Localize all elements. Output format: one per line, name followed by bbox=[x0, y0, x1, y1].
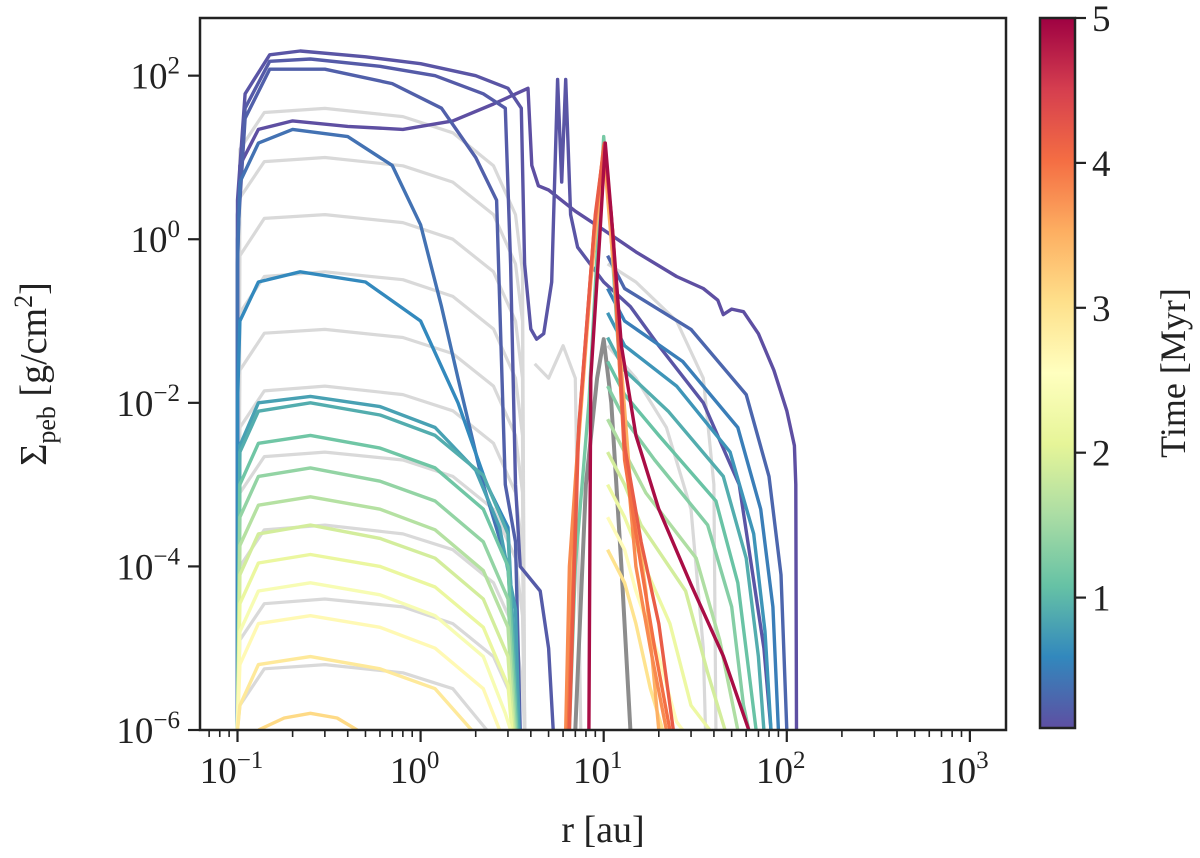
series-line bbox=[235, 552, 514, 730]
series-line bbox=[606, 548, 665, 730]
gray-series-line bbox=[235, 327, 527, 730]
colorbar-tick-label: 2 bbox=[1092, 434, 1111, 475]
series-line bbox=[235, 523, 515, 730]
series-line bbox=[606, 254, 789, 730]
y-tick-label: 10−4 bbox=[116, 543, 180, 588]
x-tick-label: 103 bbox=[939, 747, 989, 792]
x-axis: 10−1 100 101 102 103 bbox=[200, 730, 989, 792]
series-line bbox=[257, 711, 358, 730]
colorbar bbox=[1038, 16, 1077, 730]
y-tick-label: 10−2 bbox=[116, 380, 180, 425]
y-axis-label: Σpeb [g/cm2] bbox=[9, 282, 61, 465]
series-line bbox=[606, 312, 773, 730]
gray-dark-series-line bbox=[573, 337, 633, 730]
y-label-symbol: Σ bbox=[13, 444, 55, 466]
series-line bbox=[235, 86, 799, 730]
series-line bbox=[606, 287, 781, 730]
series-line bbox=[235, 581, 513, 730]
colorbar-tick-label: 3 bbox=[1092, 289, 1111, 330]
y-label-superscript: 2 bbox=[9, 295, 38, 308]
gray-series-line bbox=[235, 450, 527, 730]
series-line bbox=[606, 451, 727, 730]
y-label-unit: [g/cm bbox=[13, 308, 55, 406]
series-line bbox=[235, 466, 518, 730]
y-axis: 102 100 10−2 10−4 10−6 bbox=[116, 53, 200, 752]
series-line bbox=[235, 49, 773, 730]
y-label-close: ] bbox=[13, 282, 55, 295]
x-tick-label: 102 bbox=[756, 747, 806, 792]
series-line bbox=[235, 57, 555, 730]
x-tick-label: 10−1 bbox=[200, 747, 264, 792]
x-tick-label: 101 bbox=[573, 747, 623, 792]
gray-series-line bbox=[235, 213, 527, 730]
colorbar-ticks: 1 2 3 4 5 bbox=[1075, 0, 1111, 620]
series-line bbox=[235, 614, 502, 730]
colorbar-tick-label: 4 bbox=[1092, 144, 1111, 185]
y-label-subscript: peb bbox=[32, 406, 61, 444]
colorbar-label: Time [Myr] bbox=[1153, 288, 1193, 458]
y-tick-label: 102 bbox=[131, 53, 181, 98]
series-line bbox=[235, 67, 522, 730]
series-line bbox=[235, 654, 473, 730]
series-line bbox=[606, 483, 712, 730]
x-axis-label: r [au] bbox=[561, 809, 644, 851]
colorbar-tick-label: 5 bbox=[1092, 0, 1111, 40]
series-line bbox=[235, 401, 520, 730]
y-tick-label: 100 bbox=[131, 216, 181, 261]
colorbar-tick-label: 1 bbox=[1092, 579, 1111, 620]
colored-series-layer bbox=[235, 49, 799, 730]
x-tick-label: 100 bbox=[390, 747, 440, 792]
series-line bbox=[235, 433, 519, 730]
gray-series-line bbox=[235, 155, 527, 730]
series-line bbox=[587, 141, 751, 730]
y-tick-label: 10−6 bbox=[116, 707, 180, 752]
gray-series-line bbox=[606, 262, 718, 730]
series-line bbox=[235, 495, 516, 730]
